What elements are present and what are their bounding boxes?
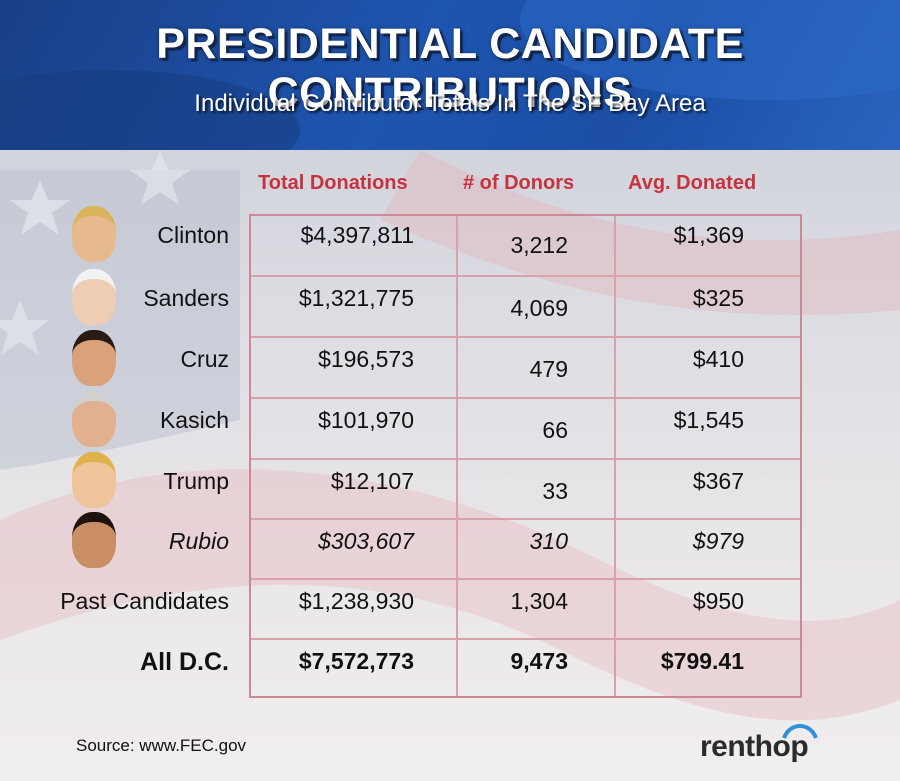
avg-donated-cell: $950 [692,588,744,614]
clinton-portrait-icon [72,206,116,262]
avg-donated-cell: $979 [692,528,744,554]
row-label: Trump [163,468,229,494]
total-donations-cell: $196,573 [318,346,414,372]
total-donations-cell: $4,397,811 [300,222,414,248]
cruz-portrait-icon [72,330,116,386]
row-label: Rubio [168,528,229,554]
star-shape [10,180,70,235]
donor-count-cell: 33 [542,478,568,504]
row-label: Past Candidates [60,588,229,614]
brand-arc-icon [782,724,818,739]
avg-donated-cell: $325 [692,285,744,311]
header-banner: PRESIDENTIAL CANDIDATE CONTRIBUTIONS Ind… [0,0,900,150]
avg-donated-cell: $410 [692,346,744,372]
sanders-portrait-icon [72,269,116,325]
total-donations-cell: $1,321,775 [298,285,414,311]
donor-count-cell: 479 [529,356,568,382]
donor-count-cell: 310 [529,528,568,554]
column-divider [614,216,616,696]
row-label: Sanders [143,285,229,311]
donor-count-cell: 9,473 [510,648,568,674]
row-divider [251,397,800,399]
total-donations-cell: $7,572,773 [298,648,414,674]
page-subtitle: Individual Contributor Totals In The SF … [194,90,706,117]
total-donations-cell: $101,970 [318,407,414,433]
row-label: Cruz [180,346,229,372]
column-header-donors: # of Donors [463,172,575,194]
source-credit: Source: www.FEC.gov [76,736,247,755]
total-donations-cell: $303,607 [318,528,414,554]
trump-portrait-icon [72,452,116,508]
row-label: Clinton [157,222,229,248]
row-label: All D.C. [140,648,229,676]
row-divider [251,518,800,520]
kasich-portrait-icon [72,391,116,447]
column-header-avg: Avg. Donated [628,172,757,194]
total-donations-cell: $12,107 [330,468,414,494]
avg-donated-cell: $367 [692,468,744,494]
avg-donated-cell: $1,369 [673,222,744,248]
column-header-total: Total Donations [258,172,408,194]
row-label: Kasich [159,407,229,433]
page-title: PRESIDENTIAL CANDIDATE CONTRIBUTIONS [156,20,744,117]
row-divider [251,638,800,640]
star-shape [0,300,50,355]
avg-donated-cell: $1,545 [673,407,744,433]
donor-count-cell: 4,069 [510,295,568,321]
table-grid [249,214,802,698]
row-divider [251,578,800,580]
brand-logo: renthop [700,730,809,763]
row-divider [251,458,800,460]
donor-count-cell: 66 [542,417,568,443]
avg-donated-cell: $799.41 [660,648,744,674]
row-divider [251,336,800,338]
star-shape [130,150,190,205]
column-divider [456,216,458,696]
donor-count-cell: 3,212 [510,232,568,258]
rubio-portrait-icon [72,512,116,568]
donor-count-cell: 1,304 [510,588,568,614]
total-donations-cell: $1,238,930 [298,588,414,614]
row-divider [251,275,800,277]
